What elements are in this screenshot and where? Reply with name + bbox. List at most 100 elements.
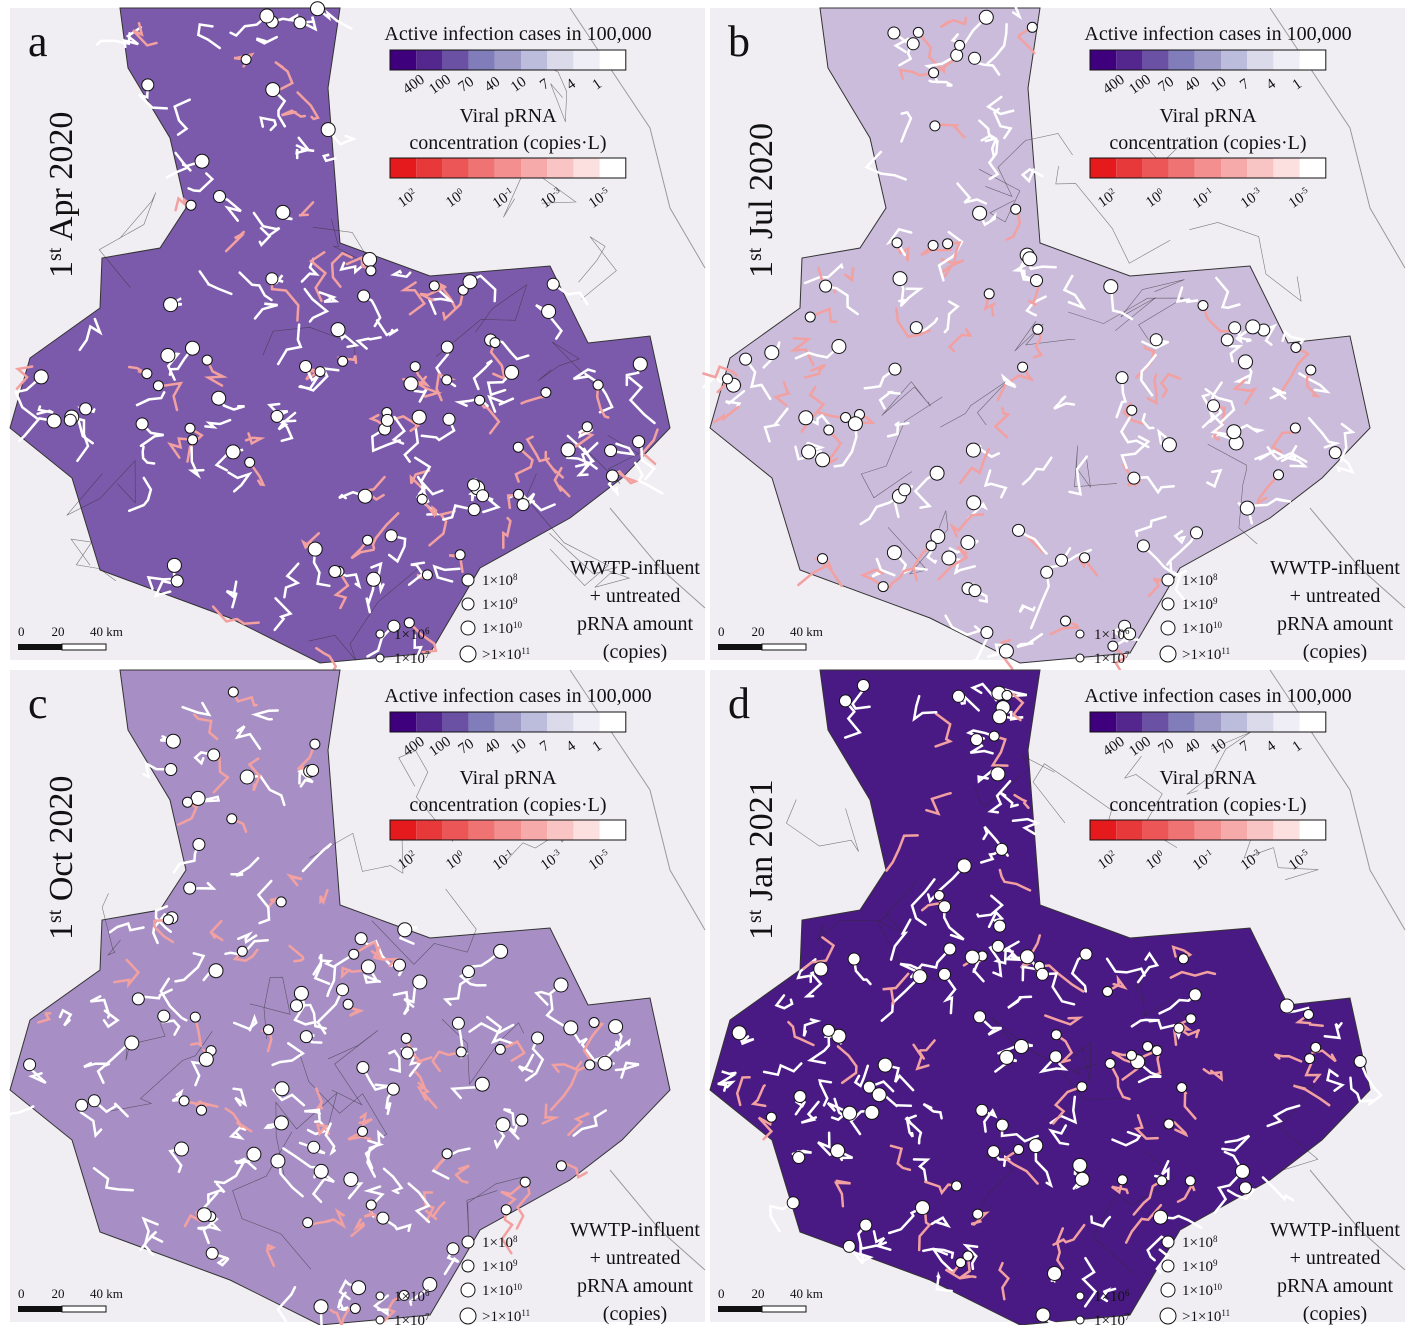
sampling-site [410, 362, 420, 372]
sampling-site [831, 1144, 845, 1158]
sampling-site [275, 1082, 289, 1096]
sampling-site [321, 123, 335, 137]
sampling-site [996, 1119, 1008, 1131]
conc-swatch [390, 158, 416, 178]
cases-swatch [547, 712, 573, 732]
size-legend-label-base: 1×10 [394, 1313, 425, 1325]
cases-swatch [390, 712, 416, 732]
sampling-site [132, 993, 144, 1005]
sampling-site [76, 1099, 88, 1111]
conc-swatch [600, 820, 626, 840]
sampling-site [984, 289, 994, 299]
conc-swatch [1273, 820, 1299, 840]
cases-swatch [495, 712, 521, 732]
sampling-site [276, 897, 286, 907]
sampling-site [818, 554, 828, 564]
sampling-site [387, 1083, 399, 1095]
size-legend-label: 1×107 [1094, 650, 1130, 667]
sampling-site [142, 369, 152, 379]
sampling-site [832, 340, 846, 354]
size-legend-title: pRNA amount [577, 1275, 694, 1297]
cases-swatch [1116, 50, 1142, 70]
cases-swatch [416, 50, 442, 70]
cases-swatch [1195, 712, 1221, 732]
cases-swatch [495, 50, 521, 70]
size-legend-title: + untreated [1290, 1247, 1381, 1269]
sampling-site [401, 1033, 411, 1043]
scale-label: 40 km [90, 1286, 123, 1301]
sampling-site [441, 341, 453, 353]
sampling-site [34, 370, 48, 384]
sampling-site [1080, 948, 1092, 960]
sampling-site [260, 9, 274, 23]
sampling-site [598, 1056, 612, 1070]
size-legend-label: >1×1011 [1182, 1308, 1230, 1325]
panel-letter: b [728, 17, 750, 66]
sampling-site [64, 414, 76, 426]
conc-swatch [495, 158, 521, 178]
sampling-site [142, 79, 154, 91]
sampling-site [1236, 1164, 1250, 1178]
size-legend-label: 1×107 [394, 1312, 430, 1325]
sampling-site [913, 970, 927, 984]
conc-swatch [573, 820, 599, 840]
size-legend-label-base: >1×10 [1182, 1309, 1221, 1325]
sampling-site [793, 1152, 805, 1164]
size-legend-title: (copies) [1303, 1303, 1367, 1325]
size-legend-symbol [1162, 598, 1174, 610]
sampling-site [337, 984, 349, 996]
sampling-site [398, 923, 412, 937]
date-rest: Oct 2020 [43, 776, 80, 910]
sampling-site [184, 882, 196, 894]
sampling-site [1031, 275, 1043, 287]
scale-bar-white [62, 1306, 106, 1312]
sampling-site [214, 191, 226, 203]
size-legend-label: 1×106 [1094, 626, 1130, 643]
size-legend-label-exp: 6 [1125, 1288, 1130, 1298]
size-legend-label-base: 1×10 [482, 1235, 513, 1251]
sampling-site [505, 365, 519, 379]
sampling-site [820, 280, 832, 292]
conc-swatch [1300, 158, 1326, 178]
sampling-site [1116, 372, 1128, 384]
sampling-site [969, 52, 981, 64]
size-legend-symbol [462, 1260, 474, 1272]
sampling-site [1020, 950, 1034, 964]
sampling-site [1246, 320, 1260, 334]
sampling-site [401, 1047, 413, 1059]
sampling-site [274, 1116, 288, 1130]
size-legend-label-exp: 7 [1125, 1312, 1130, 1322]
sampling-site [889, 363, 901, 375]
sampling-site [723, 374, 733, 384]
sampling-site [929, 68, 939, 78]
size-legend-label-base: 1×10 [394, 651, 425, 667]
sampling-site [394, 959, 406, 971]
sampling-site [943, 239, 953, 249]
date-rest: Jul 2020 [743, 123, 780, 248]
sampling-site [765, 346, 779, 360]
size-legend-title: + untreated [1290, 585, 1381, 607]
cases-swatch [1169, 712, 1195, 732]
size-legend-label-exp: 9 [513, 1258, 518, 1268]
sampling-site [514, 489, 524, 499]
sampling-site [349, 949, 359, 959]
sampling-site [1104, 280, 1118, 294]
size-legend-label-exp: 11 [521, 1308, 530, 1318]
sampling-site [366, 1200, 376, 1210]
cases-swatch [469, 712, 495, 732]
sampling-site [190, 1012, 200, 1022]
size-legend-symbol [460, 1308, 476, 1324]
conc-swatch [1247, 158, 1273, 178]
sampling-site [212, 391, 226, 405]
scale-label: 20 [52, 1286, 65, 1301]
sampling-site [164, 298, 178, 312]
conc-legend-title: Viral pRNA [459, 767, 557, 789]
size-legend-symbol [1162, 1260, 1174, 1272]
conc-swatch [521, 820, 547, 840]
map-panel: b1st Jul 2020Active infection cases in 1… [703, 4, 1405, 672]
conc-swatch [1142, 158, 1168, 178]
sampling-site [957, 859, 971, 873]
sampling-site [475, 1077, 489, 1091]
cases-swatch [1116, 712, 1142, 732]
cases-swatch [521, 712, 547, 732]
